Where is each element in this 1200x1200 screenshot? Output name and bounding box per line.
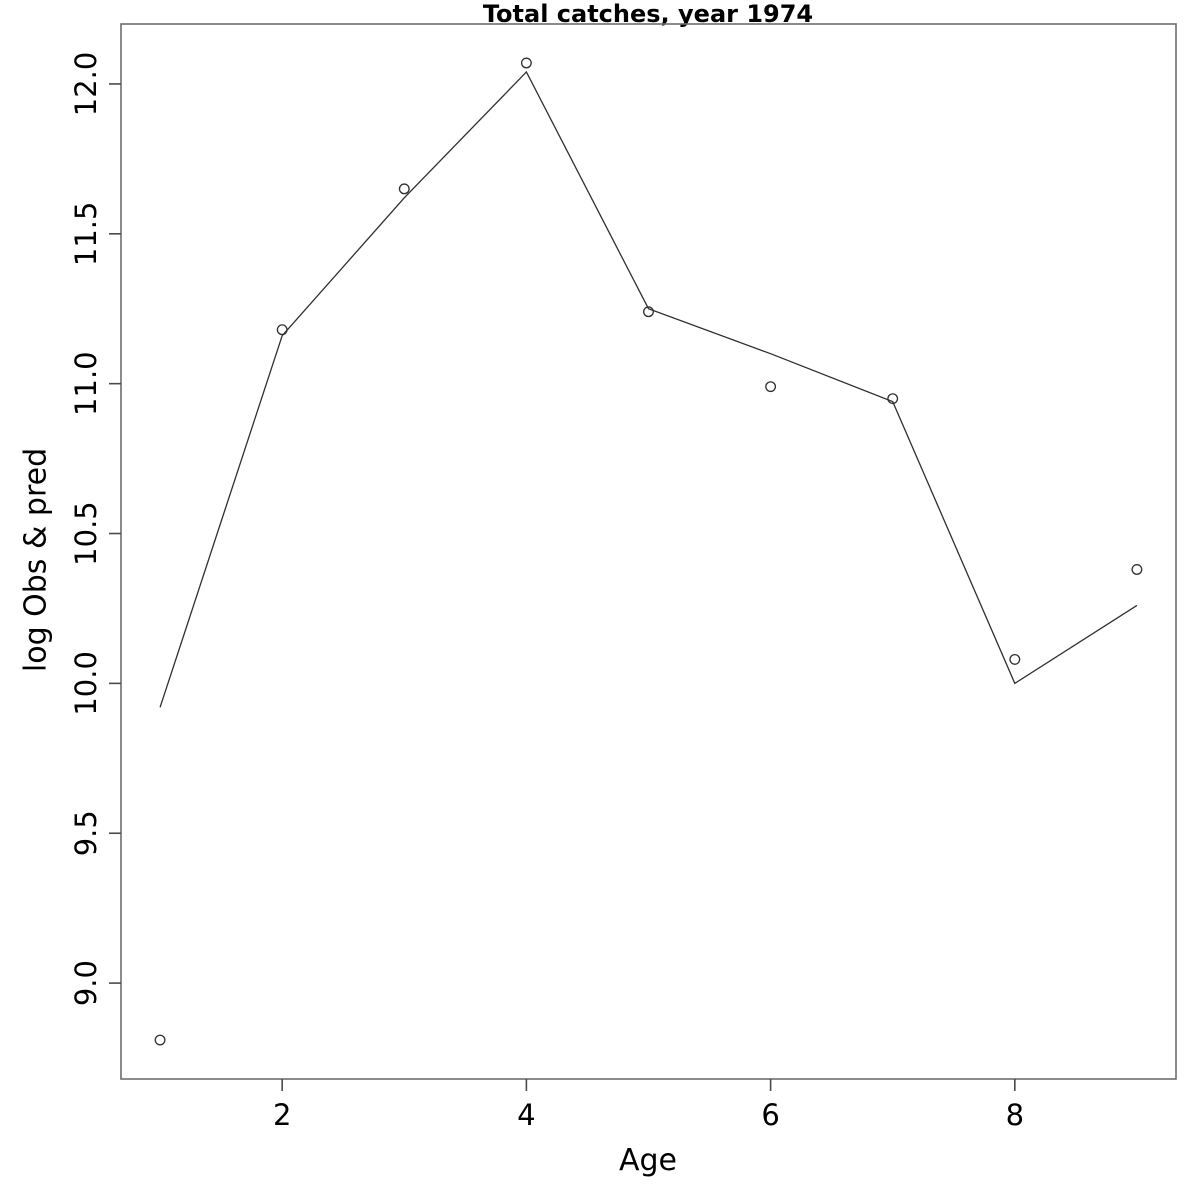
x-tick-label: 6 (761, 1098, 779, 1132)
x-tick-label: 4 (517, 1098, 535, 1132)
y-tick-label: 11.5 (69, 202, 103, 267)
y-tick-label: 10.5 (69, 501, 103, 566)
observed-point (765, 381, 777, 393)
y-tick-label: 11.0 (69, 351, 103, 416)
plot-frame (120, 23, 1177, 1080)
x-axis-label: Age (618, 1143, 678, 1178)
prediction-line (159, 70, 1138, 708)
observed-point (643, 306, 654, 318)
y-tick-label: 12.0 (69, 52, 103, 117)
observed-point (1131, 564, 1143, 575)
y-tick-label: 10.0 (69, 651, 103, 716)
x-tick-label: 2 (273, 1098, 291, 1132)
observed-point (1009, 653, 1021, 665)
observed-point (154, 1034, 166, 1046)
observed-point (887, 393, 899, 405)
observed-point (398, 183, 410, 195)
x-tick-label: 8 (1006, 1098, 1024, 1132)
y-tick-label: 9.5 (69, 810, 103, 856)
observed-point (520, 57, 532, 69)
y-tick-label: 9.0 (69, 960, 103, 1006)
observed-point (276, 324, 288, 336)
